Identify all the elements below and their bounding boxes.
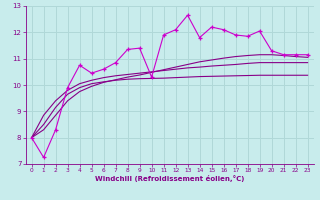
X-axis label: Windchill (Refroidissement éolien,°C): Windchill (Refroidissement éolien,°C) (95, 175, 244, 182)
